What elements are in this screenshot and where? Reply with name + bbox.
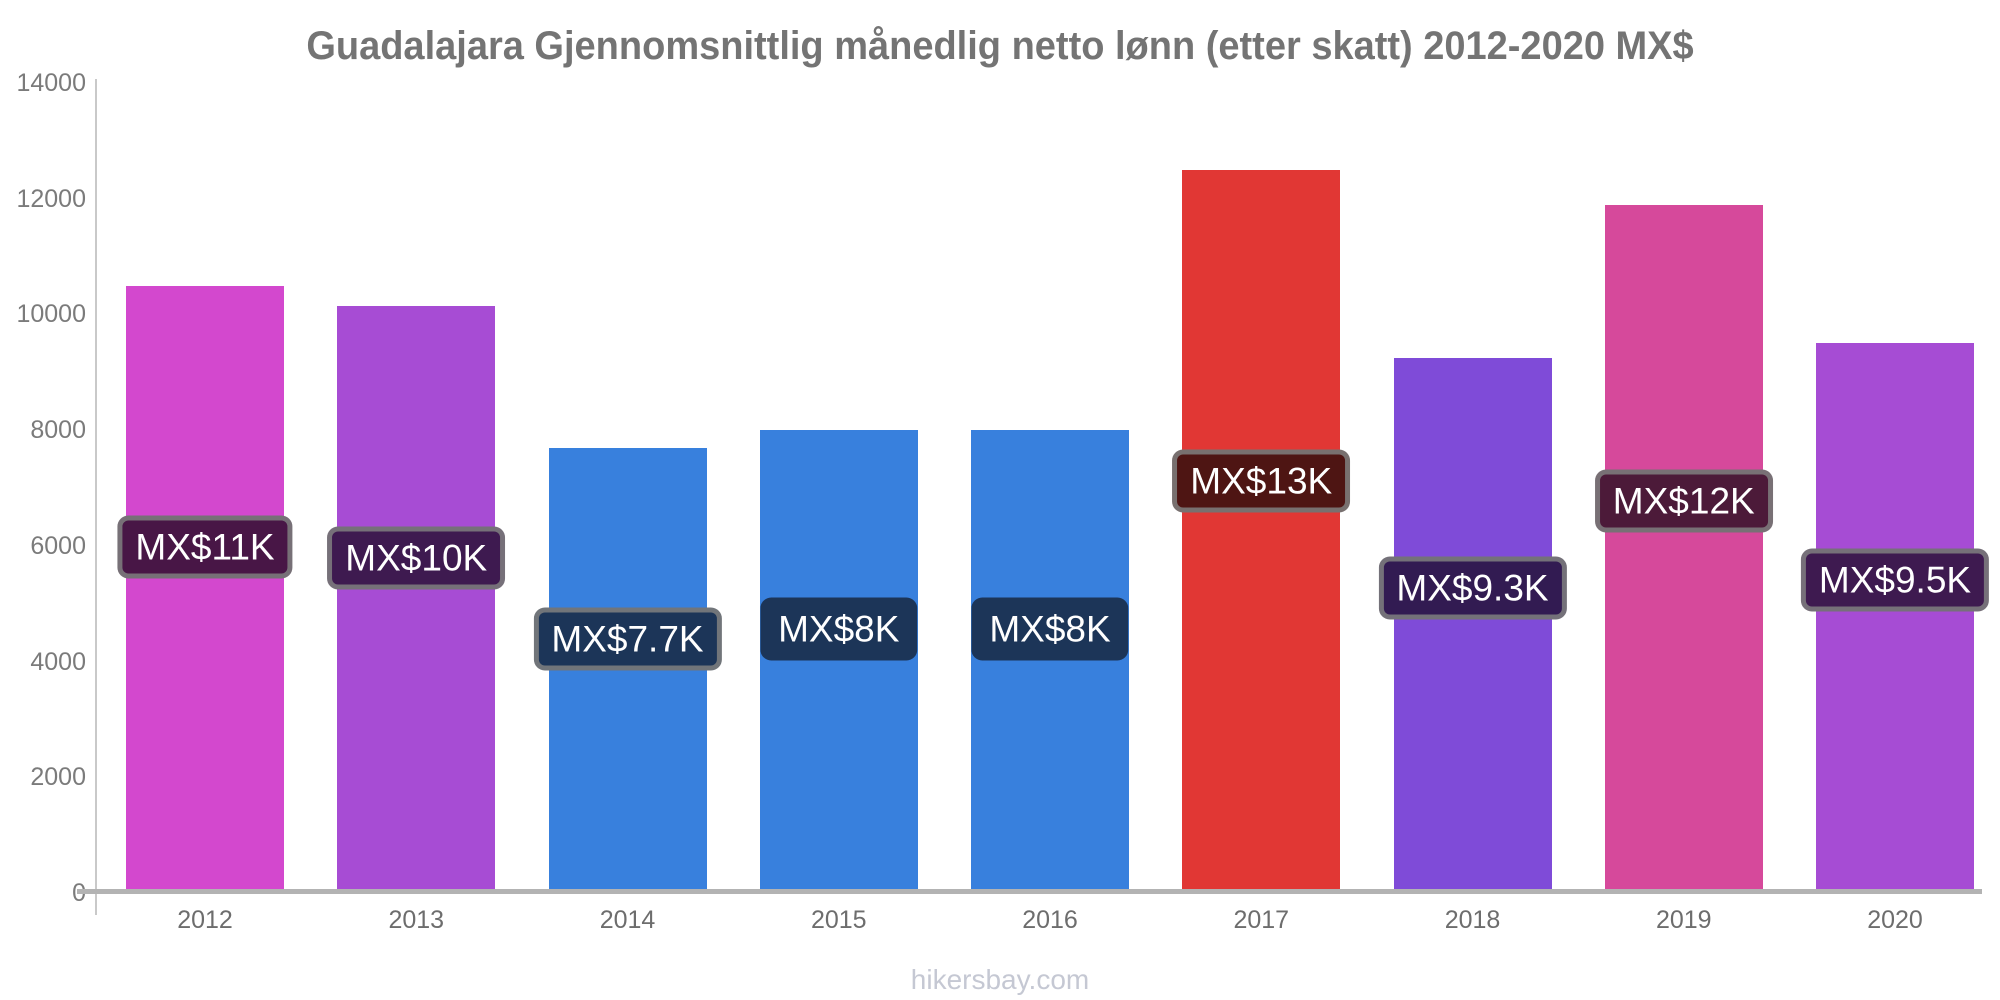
x-tick-label-2017: 2017 <box>1233 906 1290 934</box>
source-watermark: hikersbay.com <box>910 964 1090 995</box>
x-axis-line <box>77 889 1982 894</box>
bar-value-label-2020: MX$9.5K <box>1800 548 1990 612</box>
bar-value-label-2013: MX$10K <box>327 526 506 590</box>
bar-2020[interactable] <box>1816 343 1974 893</box>
x-tick-label-2016: 2016 <box>1022 906 1078 934</box>
x-tick-label-2018: 2018 <box>1444 906 1501 934</box>
y-tick-label-2000: 2000 <box>30 763 86 792</box>
x-tick-label-2014: 2014 <box>599 906 656 934</box>
y-tick-label-6000: 6000 <box>30 531 86 560</box>
y-tick-label-10000: 10000 <box>16 300 86 329</box>
bar-2016[interactable] <box>971 430 1129 893</box>
x-tick-label-2020: 2020 <box>1867 906 1923 934</box>
bar-value-label-2018: MX$9.3K <box>1378 556 1567 620</box>
bar-value-label-2016: MX$8K <box>971 597 1129 661</box>
bar-value-label-2015: MX$8K <box>760 597 918 661</box>
bar-value-label-2012: MX$11K <box>117 515 293 579</box>
y-tick-label-4000: 4000 <box>30 647 86 676</box>
y-tick-label-8000: 8000 <box>30 416 86 445</box>
bar-value-label-2014: MX$7.7K <box>533 607 722 671</box>
y-tick-label-0: 0 <box>0 879 86 907</box>
bar-2012[interactable] <box>126 285 284 893</box>
x-tick-label-2012: 2012 <box>177 906 233 934</box>
bar-2013[interactable] <box>337 305 496 893</box>
bar-2017[interactable] <box>1182 169 1341 893</box>
chart-title: Guadalajara Gjennomsnittlig månedlig net… <box>306 24 1694 68</box>
x-tick-label-2015: 2015 <box>810 906 867 934</box>
bar-value-label-2019: MX$12K <box>1594 469 1773 533</box>
x-tick-label-2019: 2019 <box>1655 906 1712 934</box>
bar-2018[interactable] <box>1393 357 1552 893</box>
bar-2015[interactable] <box>759 430 918 893</box>
bar-value-label-2017: MX$13K <box>1172 449 1351 513</box>
y-axis-line <box>95 79 97 915</box>
y-tick-label-12000: 12000 <box>16 184 86 213</box>
x-tick-label-2013: 2013 <box>388 906 445 934</box>
bar-2019[interactable] <box>1604 204 1763 893</box>
y-tick-label-14000: 14000 <box>16 69 86 97</box>
